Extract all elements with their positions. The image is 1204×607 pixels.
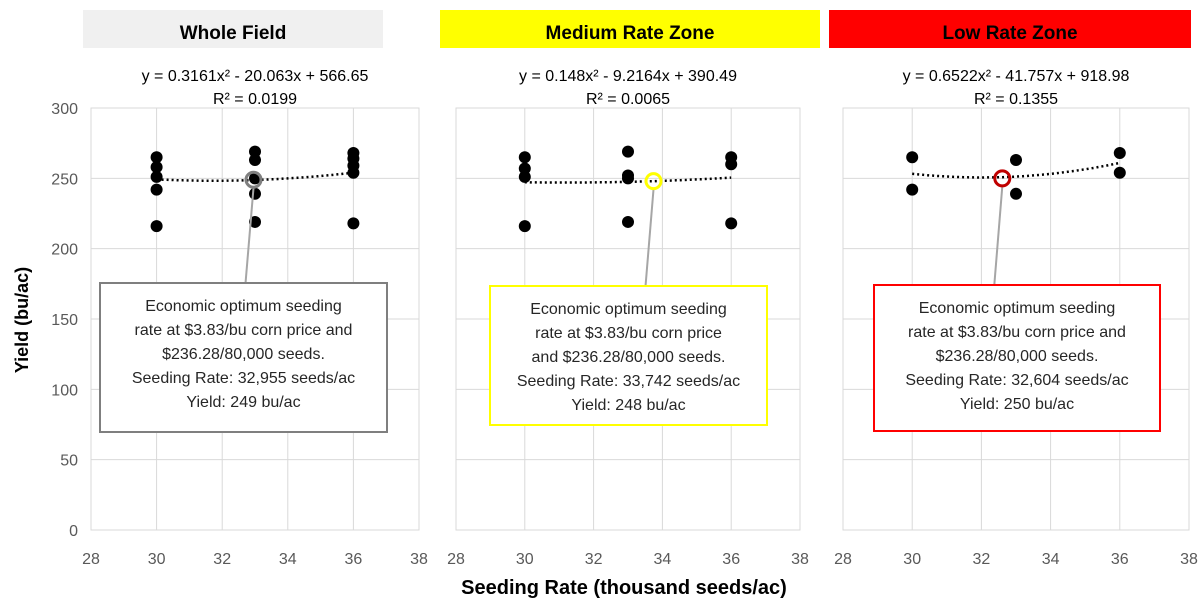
data-point xyxy=(906,151,919,164)
data-point xyxy=(249,154,261,167)
data-point xyxy=(1010,154,1022,167)
data-point xyxy=(150,170,163,183)
x-tick-label: 34 xyxy=(279,551,297,568)
data-point xyxy=(150,220,163,233)
data-point xyxy=(622,215,634,228)
data-point xyxy=(518,220,531,233)
x-tick-label: 30 xyxy=(516,551,534,568)
y-axis-title: Yield (bu/ac) xyxy=(12,267,32,373)
data-point xyxy=(518,170,531,183)
data-point xyxy=(1113,166,1126,179)
panel-title: Whole Field xyxy=(180,23,287,44)
data-point xyxy=(518,151,531,164)
data-point xyxy=(622,145,634,158)
r-squared-label: R² = 0.1355 xyxy=(974,91,1058,108)
panel-title: Medium Rate Zone xyxy=(546,23,715,44)
x-tick-label: 38 xyxy=(410,551,428,568)
trendline-equation: y = 0.3161x² - 20.063x + 566.65 xyxy=(142,68,369,85)
annotation-line: Seeding Rate: 33,742 seeds/ac xyxy=(517,373,740,390)
annotation-line: Seeding Rate: 32,955 seeds/ac xyxy=(132,370,355,387)
x-tick-label: 32 xyxy=(585,551,603,568)
callout-leader-line xyxy=(993,186,1004,286)
x-tick-label: 38 xyxy=(1180,551,1198,568)
optimum-marker xyxy=(644,172,663,191)
annotation-line: Yield: 249 bu/ac xyxy=(186,394,300,411)
y-tick-label: 0 xyxy=(69,523,78,540)
data-point xyxy=(725,217,738,230)
trendline-equation: y = 0.6522x² - 41.757x + 918.98 xyxy=(903,68,1130,85)
x-tick-label: 38 xyxy=(791,551,809,568)
x-tick-label: 34 xyxy=(654,551,672,568)
data-point xyxy=(150,161,163,174)
annotation-line: Economic optimum seeding xyxy=(919,300,1116,317)
y-tick-label: 200 xyxy=(51,242,78,259)
data-point xyxy=(622,172,634,185)
trendline-equation: y = 0.148x² - 9.2164x + 390.49 xyxy=(519,68,737,85)
data-point xyxy=(249,187,261,200)
y-tick-label: 250 xyxy=(51,171,78,188)
x-tick-label: 32 xyxy=(213,551,231,568)
annotation-line: $236.28/80,000 seeds. xyxy=(162,346,325,363)
data-point xyxy=(906,183,919,196)
annotation-line: rate at $3.83/bu corn price and xyxy=(135,322,353,339)
x-tick-label: 36 xyxy=(345,551,363,568)
x-axis-title: Seeding Rate (thousand seeds/ac) xyxy=(461,577,787,599)
annotation-line: Yield: 248 bu/ac xyxy=(571,397,685,414)
x-tick-label: 32 xyxy=(973,551,991,568)
annotation-line: $236.28/80,000 seeds. xyxy=(936,348,1099,365)
data-point xyxy=(347,166,360,179)
x-tick-label: 28 xyxy=(447,551,465,568)
annotation-box xyxy=(99,282,388,433)
data-point xyxy=(347,217,360,230)
chart-panel: Whole Field 28 30 32 34 36 38 0 50 100 150 200 250 30… xyxy=(51,10,428,568)
annotation-line: Economic optimum seeding xyxy=(530,301,727,318)
panel-title-bar xyxy=(83,10,383,48)
optimum-marker xyxy=(993,169,1012,188)
data-point xyxy=(249,145,261,158)
optimum-marker xyxy=(244,170,263,189)
annotation-line: Yield: 250 bu/ac xyxy=(960,396,1074,413)
r-squared-label: R² = 0.0065 xyxy=(586,91,670,108)
callout-leader-line xyxy=(644,189,655,287)
panel-title: Low Rate Zone xyxy=(942,23,1077,44)
annotation-line: and $236.28/80,000 seeds. xyxy=(532,349,726,366)
panel-title-bar xyxy=(829,10,1191,48)
data-point xyxy=(1113,147,1126,160)
y-tick-label: 300 xyxy=(51,101,78,118)
data-point xyxy=(518,162,531,175)
x-tick-label: 34 xyxy=(1042,551,1060,568)
annotation-line: rate at $3.83/bu corn price xyxy=(535,325,722,342)
annotation-line: rate at $3.83/bu corn price and xyxy=(908,324,1126,341)
y-tick-label: 50 xyxy=(60,453,78,470)
y-tick-label: 150 xyxy=(51,312,78,329)
data-point xyxy=(249,215,261,228)
panel-title-bar xyxy=(440,10,820,48)
x-tick-label: 28 xyxy=(82,551,100,568)
data-point xyxy=(150,151,163,164)
x-tick-label: 30 xyxy=(903,551,921,568)
data-point xyxy=(725,158,738,171)
x-tick-label: 36 xyxy=(722,551,740,568)
x-tick-label: 36 xyxy=(1111,551,1129,568)
r-squared-label: R² = 0.0199 xyxy=(213,91,297,108)
annotation-box xyxy=(489,285,768,426)
x-tick-label: 30 xyxy=(148,551,166,568)
data-point xyxy=(1010,187,1022,200)
annotation-line: Economic optimum seeding xyxy=(145,298,342,315)
chart-panel: Medium Rate Zone 28 30 32 34 36 38 y = 0.148x² … xyxy=(440,10,820,568)
data-point xyxy=(150,183,163,196)
annotation-line: Seeding Rate: 32,604 seeds/ac xyxy=(905,372,1128,389)
y-tick-label: 100 xyxy=(51,382,78,399)
x-tick-label: 28 xyxy=(834,551,852,568)
chart-panel: Low Rate Zone 28 30 32 34 36 38 y = 0.6522x² - … xyxy=(829,10,1198,568)
callout-leader-line xyxy=(244,187,255,284)
annotation-box xyxy=(873,284,1161,432)
